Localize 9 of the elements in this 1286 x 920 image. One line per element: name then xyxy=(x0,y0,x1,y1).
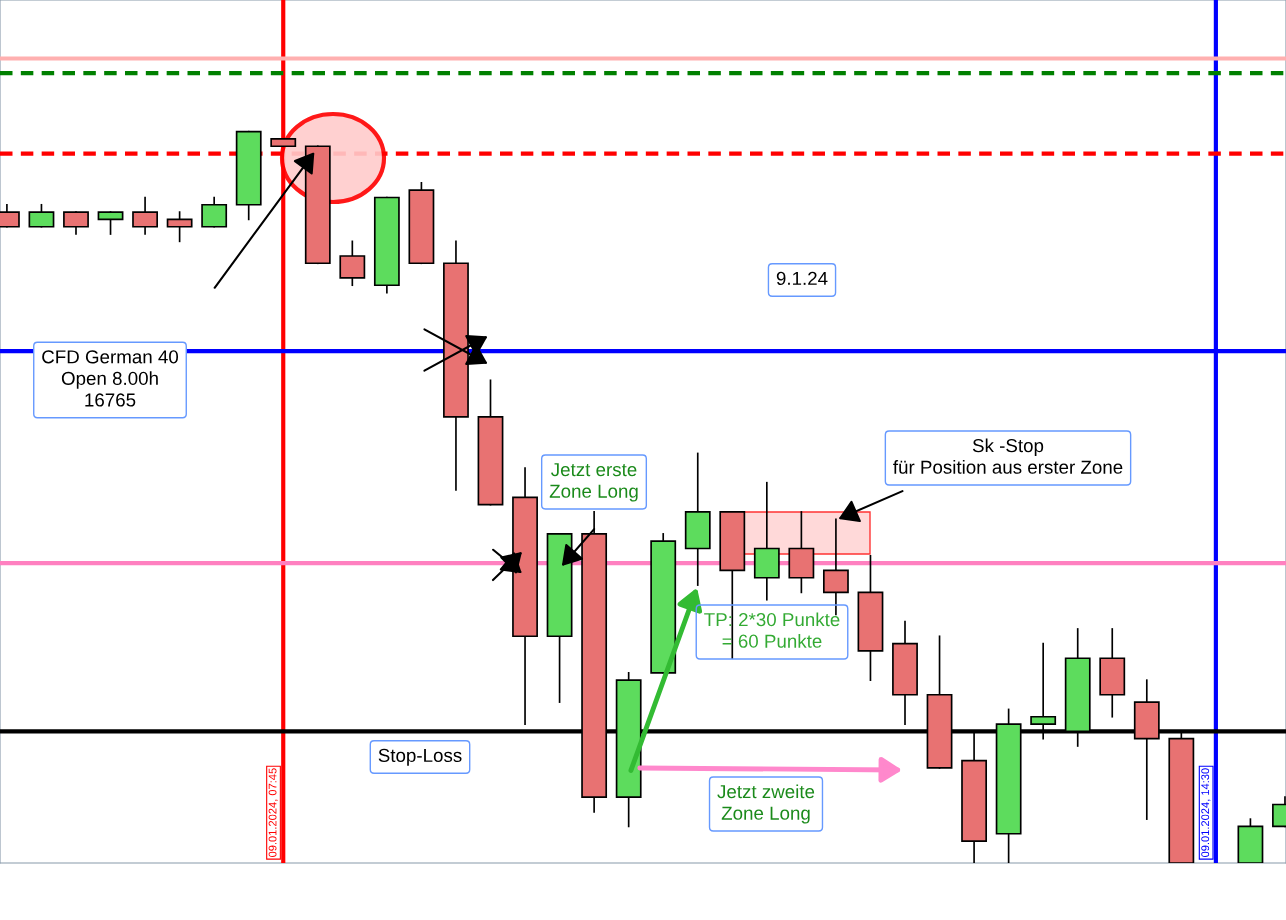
annotation: Sk -Stop für Position aus erster Zone xyxy=(893,438,1123,474)
x-tick-label: 09.01.2024, 07:45 xyxy=(268,768,278,858)
candlestick xyxy=(166,211,193,243)
annotation: CFD German 40 Open 8.00h 16765 xyxy=(42,350,179,407)
annotation: Stop-Loss xyxy=(378,748,462,766)
x-tick-label: 09.01.2024, 14:30 xyxy=(1201,768,1211,858)
annotation: Jetzt erste Zone Long xyxy=(549,463,638,502)
annotation: Jetzt zweite Zone Long xyxy=(717,784,815,824)
annotation: 9.1.24 xyxy=(776,271,828,286)
